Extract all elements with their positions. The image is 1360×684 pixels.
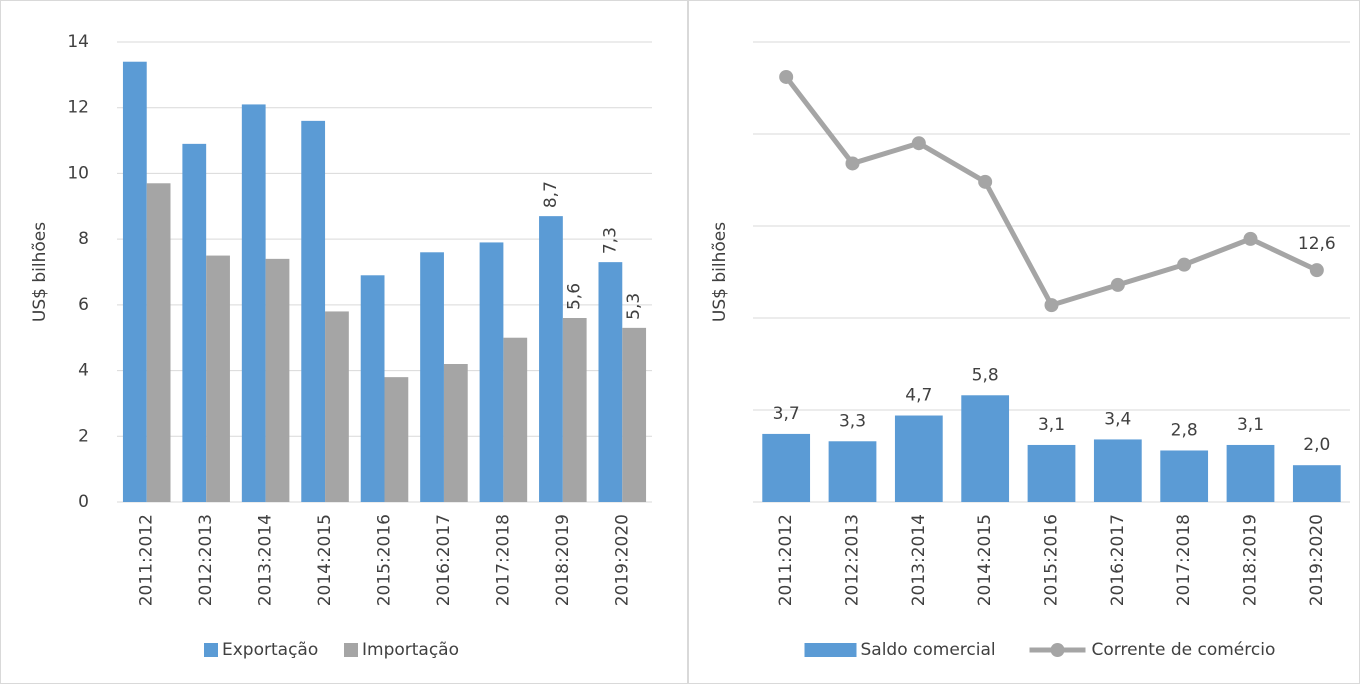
x-tick-label: 2014:2015	[315, 514, 335, 606]
bar	[325, 311, 349, 502]
x-tick-label: 2015:2016	[375, 514, 395, 606]
x-tick-label: 2012:2013	[843, 514, 863, 606]
bar	[562, 318, 587, 502]
data-label: 7,3	[600, 227, 620, 254]
marker	[1177, 257, 1192, 272]
marker	[1110, 277, 1125, 292]
x-tick-label: 2019:2020	[1307, 514, 1327, 606]
bar	[479, 242, 504, 502]
data-label: 5,8	[972, 365, 999, 385]
x-tick-label: 2017:2018	[493, 514, 513, 606]
bar	[301, 120, 326, 502]
data-label: 3,7	[773, 404, 800, 424]
x-tick-label: 2019:2020	[612, 514, 632, 606]
bar	[206, 255, 230, 502]
bar	[241, 104, 266, 502]
marker	[779, 69, 794, 84]
data-label: 2,0	[1303, 435, 1330, 455]
x-tick-label: 2013:2014	[256, 514, 276, 606]
data-label: 3,1	[1237, 415, 1264, 435]
x-tick-label: 2015:2016	[1042, 514, 1062, 606]
data-label: 8,7	[541, 181, 561, 208]
x-tick-label: 2011:2012	[137, 514, 157, 606]
marker	[911, 136, 926, 151]
y-tick-label: 8	[78, 229, 89, 249]
bar	[1226, 444, 1275, 502]
bar	[1160, 450, 1209, 502]
data-label: 5,3	[624, 293, 644, 320]
bar	[443, 364, 468, 502]
x-tick-label: 2016:2017	[434, 514, 454, 606]
bar	[122, 61, 147, 502]
x-tick-label: 2011:2012	[776, 514, 796, 606]
bar	[598, 262, 623, 502]
legend-label: Corrente de comércio	[1092, 640, 1276, 660]
bar	[894, 415, 943, 502]
y-tick-label: 10	[67, 163, 89, 183]
x-tick-label: 2018:2019	[553, 514, 573, 606]
x-tick-label: 2014:2015	[975, 514, 995, 606]
y-tick-label: 4	[78, 361, 89, 381]
y-tick-label: 0	[78, 492, 89, 512]
bar	[762, 433, 811, 502]
data-label: 3,1	[1038, 415, 1065, 435]
bar	[265, 258, 290, 502]
bar	[828, 441, 877, 502]
line	[784, 75, 1318, 308]
x-tick-label: 2013:2014	[909, 514, 929, 606]
bar	[360, 275, 385, 502]
x-tick-label: 2018:2019	[1241, 514, 1261, 606]
bar	[622, 327, 647, 502]
marker	[1044, 298, 1059, 313]
data-label: 3,4	[1104, 409, 1131, 429]
marker	[978, 174, 993, 189]
data-label: 12,6	[1298, 234, 1336, 254]
data-label: 5,6	[565, 283, 585, 310]
marker	[1309, 263, 1324, 278]
y-axis-label: US$ bilhões	[30, 222, 50, 322]
data-label: 2,8	[1171, 420, 1198, 440]
bar	[1027, 444, 1076, 502]
legend-swatch	[344, 643, 358, 657]
bar	[146, 183, 171, 503]
marker	[1243, 231, 1258, 246]
bar	[420, 252, 444, 502]
legend-swatch	[804, 643, 857, 657]
legend-swatch	[204, 643, 218, 657]
y-tick-label: 2	[78, 426, 89, 446]
legend-label: Saldo comercial	[861, 640, 996, 660]
y-axis-label: US$ bilhões	[710, 222, 730, 322]
data-label: 4,7	[905, 386, 932, 406]
bar	[182, 143, 207, 502]
legend-label: Exportação	[222, 640, 318, 660]
y-tick-label: 6	[78, 295, 89, 315]
x-tick-label: 2012:2013	[196, 514, 216, 606]
y-tick-label: 12	[67, 98, 89, 118]
legend-label: Importação	[362, 640, 459, 660]
bar	[961, 395, 1010, 502]
bar	[539, 216, 563, 502]
y-tick-label: 14	[67, 32, 89, 52]
marker	[845, 156, 860, 171]
bar	[1292, 465, 1341, 502]
bar	[1093, 439, 1142, 502]
x-tick-label: 2016:2017	[1108, 514, 1128, 606]
legend-marker	[1050, 643, 1065, 657]
data-label: 3,3	[839, 411, 866, 431]
x-tick-label: 2017:2018	[1174, 514, 1194, 606]
bar	[503, 337, 528, 502]
bar	[384, 377, 409, 502]
